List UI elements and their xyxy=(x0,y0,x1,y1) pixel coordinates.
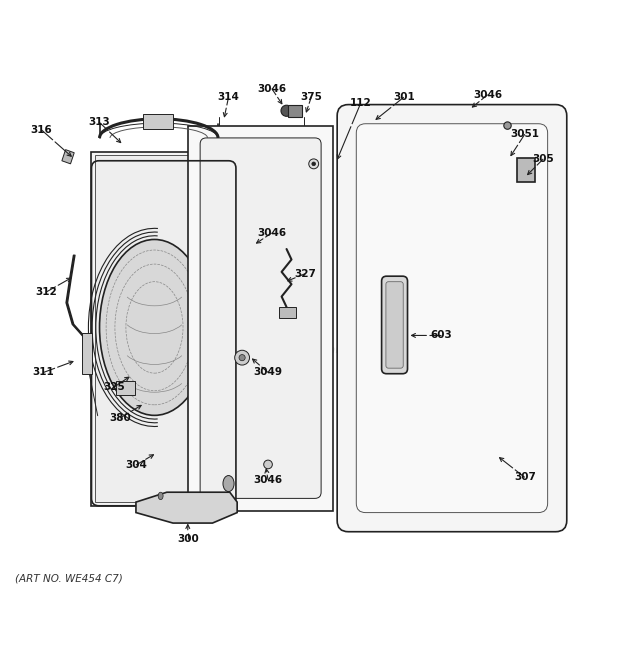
FancyBboxPatch shape xyxy=(288,105,302,117)
FancyBboxPatch shape xyxy=(188,126,334,511)
FancyBboxPatch shape xyxy=(381,276,407,373)
FancyBboxPatch shape xyxy=(279,307,296,318)
Circle shape xyxy=(264,460,272,469)
FancyBboxPatch shape xyxy=(91,151,236,506)
Text: 112: 112 xyxy=(350,98,371,108)
Text: eReplacementParts.com: eReplacementParts.com xyxy=(242,345,378,355)
Text: 311: 311 xyxy=(32,368,54,377)
Ellipse shape xyxy=(158,492,163,500)
Circle shape xyxy=(312,162,316,166)
Text: 300: 300 xyxy=(177,534,198,544)
Text: 3046: 3046 xyxy=(257,83,286,94)
Text: 307: 307 xyxy=(514,473,536,483)
Polygon shape xyxy=(62,149,74,164)
FancyBboxPatch shape xyxy=(143,114,173,129)
FancyBboxPatch shape xyxy=(386,282,403,368)
FancyBboxPatch shape xyxy=(337,104,567,531)
Text: 3051: 3051 xyxy=(510,129,539,139)
Text: 316: 316 xyxy=(30,125,52,135)
Text: 3046: 3046 xyxy=(254,475,283,485)
Text: 327: 327 xyxy=(294,269,316,279)
Text: 3046: 3046 xyxy=(473,90,502,100)
FancyBboxPatch shape xyxy=(356,124,547,512)
Text: 3049: 3049 xyxy=(254,368,283,377)
Text: 314: 314 xyxy=(218,92,239,102)
Text: 380: 380 xyxy=(109,413,131,423)
FancyBboxPatch shape xyxy=(82,333,92,373)
Text: 313: 313 xyxy=(88,117,110,127)
Text: 301: 301 xyxy=(393,92,415,102)
Text: 312: 312 xyxy=(35,288,56,297)
Text: 375: 375 xyxy=(300,92,322,102)
FancyBboxPatch shape xyxy=(200,138,321,498)
Polygon shape xyxy=(136,492,237,523)
Circle shape xyxy=(235,350,249,365)
Ellipse shape xyxy=(223,475,234,492)
FancyBboxPatch shape xyxy=(116,381,135,395)
Circle shape xyxy=(281,105,292,116)
Circle shape xyxy=(504,122,511,130)
Text: (ART NO. WE454 C7): (ART NO. WE454 C7) xyxy=(15,574,123,584)
Circle shape xyxy=(309,159,319,169)
Ellipse shape xyxy=(100,239,210,415)
Circle shape xyxy=(239,354,245,361)
Text: 325: 325 xyxy=(103,382,125,392)
FancyBboxPatch shape xyxy=(516,158,535,182)
FancyBboxPatch shape xyxy=(95,155,232,502)
Text: 3046: 3046 xyxy=(257,228,286,238)
Text: 305: 305 xyxy=(533,154,554,164)
Text: 304: 304 xyxy=(125,460,147,470)
Text: 603: 603 xyxy=(430,330,452,340)
